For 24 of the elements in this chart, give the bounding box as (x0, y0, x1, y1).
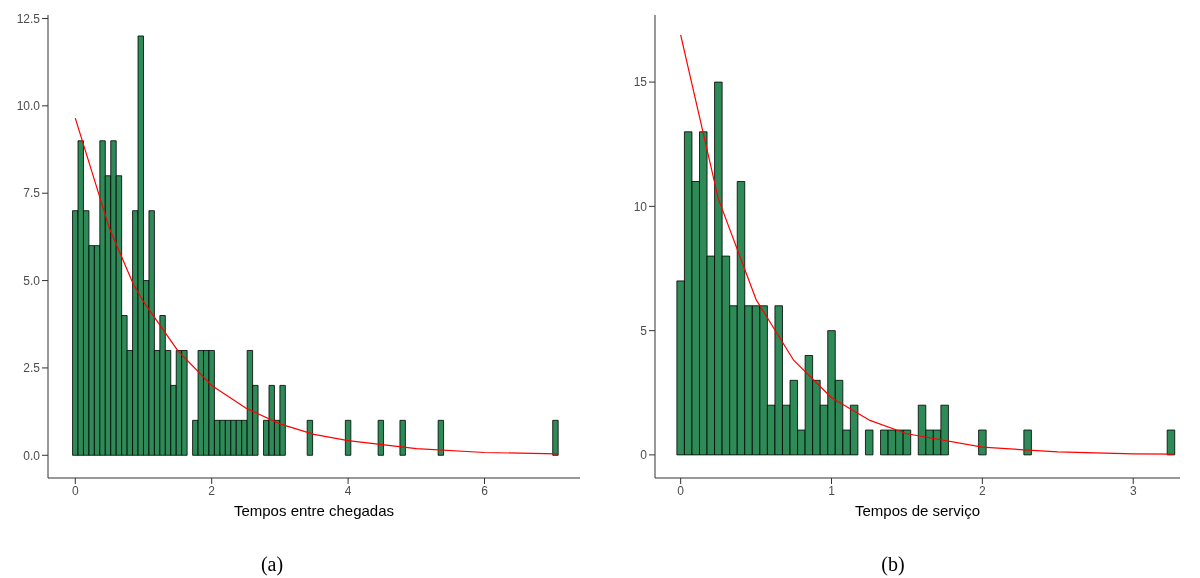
line-series (74, 117, 559, 455)
y-tick-label: 10.0 (16, 99, 41, 114)
x-tick-label: 0 (71, 483, 79, 498)
x-tick-label: 0 (677, 483, 685, 498)
y-tick-label: 7.5 (23, 186, 41, 201)
x-tick-label: 2 (979, 483, 987, 498)
x-axis-title: Tempos de serviço (854, 502, 981, 519)
y-tick-label: 2.5 (23, 361, 41, 376)
x-axis-title: Tempos entre chegadas (233, 502, 395, 519)
line-series (680, 34, 1175, 455)
y-tick-label: 15 (633, 75, 648, 90)
y-tick-label: 5 (640, 323, 648, 338)
x-tick-label: 1 (828, 483, 836, 498)
y-tick-label: 0.0 (23, 448, 41, 463)
text: (a) (259, 553, 285, 576)
x-tick-label: 6 (481, 483, 489, 498)
y-tick-label: 5.0 (23, 273, 41, 288)
text: (b) (880, 553, 906, 576)
x-tick-label: 4 (344, 483, 352, 498)
x-tick-label: 2 (208, 483, 216, 498)
x-tick-label: 3 (1129, 483, 1137, 498)
y-tick-label: 0 (640, 448, 648, 463)
y-tick-label: 10 (633, 199, 648, 214)
y-tick-label: 12.5 (16, 11, 41, 26)
